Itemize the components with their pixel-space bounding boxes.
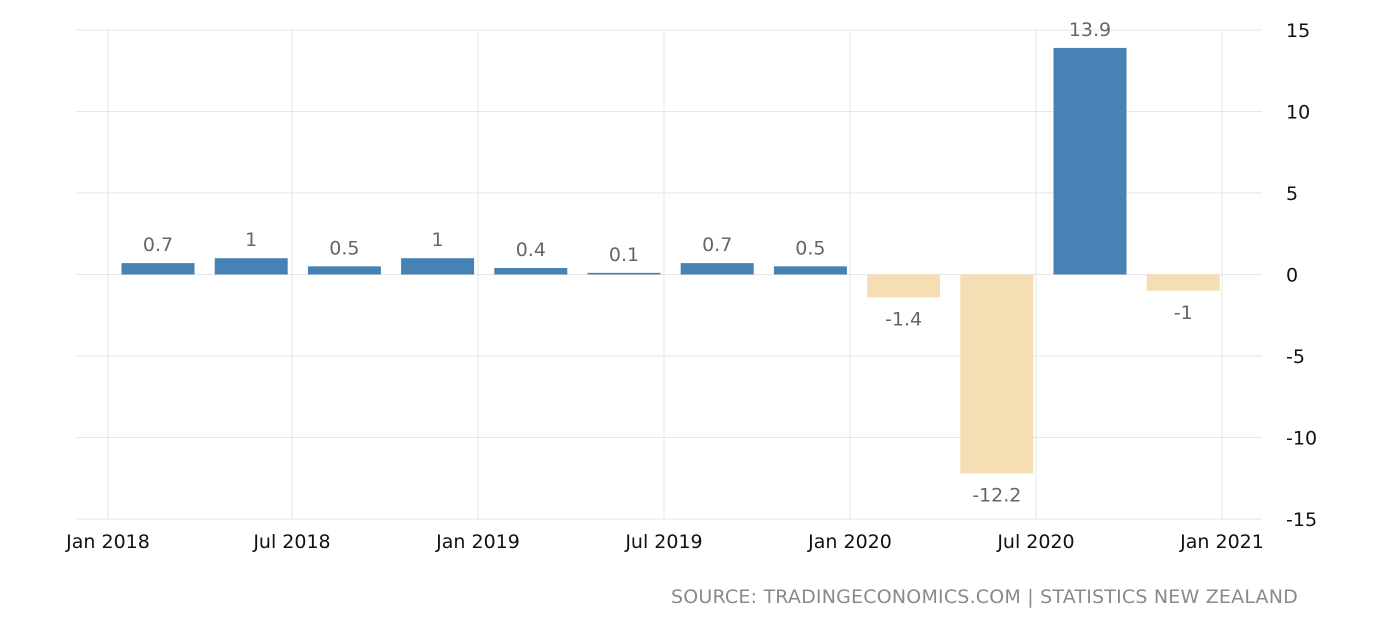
bars: [121, 47, 1220, 474]
bar-value-label: 0.5: [795, 237, 825, 259]
bar: [121, 263, 195, 275]
grid-lines: [76, 29, 1262, 520]
y-tick-label: 5: [1286, 183, 1298, 205]
bar: [867, 274, 941, 298]
data-labels: 0.7 1 0.5 1 0.4 0.1 0.7 0.5 -1.4 -12.2 13.9 -1: [143, 19, 1193, 506]
bar: [307, 266, 381, 275]
bar-value-label: 0.1: [609, 244, 639, 266]
x-tick-label: Jul 2019: [624, 531, 702, 553]
bar: [680, 263, 754, 275]
bar-value-label: 0.5: [329, 237, 359, 259]
y-tick-label: -15: [1286, 509, 1317, 531]
bar-value-label: 0.7: [143, 234, 173, 256]
x-tick-label: Jan 2018: [65, 531, 150, 553]
bar-value-label: -12.2: [972, 484, 1021, 506]
x-axis: Jan 2018 Jul 2018 Jan 2019 Jul 2019 Jan 2020…: [65, 531, 1264, 553]
x-tick-label: Jul 2018: [252, 531, 330, 553]
bar-value-label: -1: [1174, 302, 1193, 324]
y-tick-label: -10: [1286, 428, 1317, 450]
bar-value-label: -1.4: [885, 308, 922, 330]
bar: [214, 258, 288, 275]
bar: [494, 267, 568, 275]
bar: [1053, 47, 1127, 275]
bar-value-label: 1: [245, 229, 257, 251]
bar-value-label: 0.4: [516, 239, 546, 261]
bar: [773, 266, 847, 275]
bar-value-label: 1: [432, 229, 444, 251]
bar: [1146, 274, 1220, 291]
source-note: SOURCE: TRADINGECONOMICS.COM | STATISTIC…: [670, 586, 1298, 608]
y-tick-label: -5: [1286, 346, 1305, 368]
bar-value-label: 13.9: [1069, 19, 1111, 41]
x-tick-label: Jul 2020: [996, 531, 1074, 553]
bar: [960, 274, 1034, 474]
x-tick-label: Jan 2021: [1179, 531, 1264, 553]
x-tick-label: Jan 2019: [435, 531, 520, 553]
bar-value-label: 0.7: [702, 234, 732, 256]
y-tick-label: 0: [1286, 265, 1298, 287]
y-tick-label: 10: [1286, 102, 1310, 124]
y-tick-label: 15: [1286, 20, 1310, 42]
bar: [587, 272, 661, 275]
y-axis: 15 10 5 0 -5 -10 -15: [1286, 20, 1317, 531]
bar: [401, 258, 475, 275]
x-tick-label: Jan 2020: [807, 531, 892, 553]
